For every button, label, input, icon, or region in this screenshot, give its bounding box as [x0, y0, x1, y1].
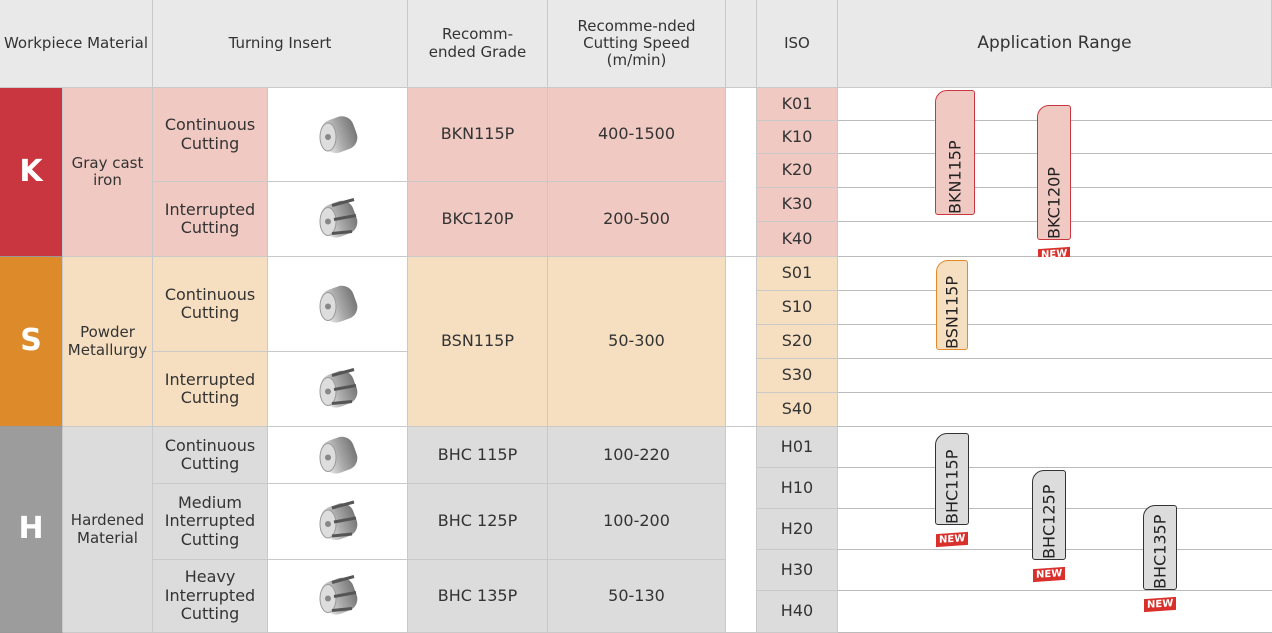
- cutting-speed: 100-200: [548, 484, 726, 560]
- insert-image: [319, 285, 358, 323]
- header-cell: ISO: [757, 0, 838, 88]
- insert-image: [319, 575, 358, 615]
- range-bar: BHC115P: [935, 433, 969, 525]
- iso-code: K10: [757, 121, 838, 154]
- iso-code: H40: [757, 591, 838, 633]
- header-cell: [726, 0, 757, 88]
- iso-code: S10: [757, 291, 838, 325]
- range-row: [838, 591, 1272, 633]
- blank-cell: [726, 257, 757, 427]
- cutting-speed: 50-130: [548, 560, 726, 633]
- iso-code: K01: [757, 88, 838, 121]
- cutting-speed: 400-1500: [548, 88, 726, 182]
- cutting-type: Continuous Cutting: [153, 257, 268, 352]
- range-bar: BKC120P: [1037, 105, 1071, 240]
- cutting-type: Continuous Cutting: [153, 88, 268, 182]
- range-row: [838, 325, 1272, 359]
- range-row: [838, 359, 1272, 393]
- header-cell: Recomme-nded Cutting Speed (m/min): [548, 0, 726, 88]
- blank-cell: [726, 427, 757, 633]
- iso-code: S30: [757, 359, 838, 393]
- grade: BSN115P: [408, 257, 548, 427]
- blank-cell: [726, 88, 757, 257]
- insert-image: [319, 198, 358, 238]
- range-row: [838, 393, 1272, 427]
- iso-code: K30: [757, 188, 838, 222]
- cutting-type: Interrupted Cutting: [153, 352, 268, 427]
- range-bar: BHC125P: [1032, 470, 1066, 560]
- cutting-speed: 50-300: [548, 257, 726, 427]
- grade: BHC 115P: [408, 427, 548, 484]
- insert-image: [319, 368, 358, 408]
- iso-code: H01: [757, 427, 838, 468]
- new-badge: NEW: [1033, 566, 1066, 583]
- new-badge: NEW: [936, 531, 969, 548]
- grade: BHC 135P: [408, 560, 548, 633]
- iso-code: S40: [757, 393, 838, 427]
- header-cell: Workpiece Material: [0, 0, 153, 88]
- insert-image: [319, 500, 358, 541]
- cutting-type: Heavy Interrupted Cutting: [153, 560, 268, 633]
- material: Gray cast iron: [63, 88, 153, 257]
- iso-code: K40: [757, 222, 838, 257]
- group-letter: K: [0, 88, 63, 257]
- iso-code: H20: [757, 509, 838, 550]
- iso-code: S20: [757, 325, 838, 359]
- cutting-type: Medium Interrupted Cutting: [153, 484, 268, 560]
- iso-code: H10: [757, 468, 838, 509]
- header-cell: Turning Insert: [153, 0, 408, 88]
- header-cell: Recomm-ended Grade: [408, 0, 548, 88]
- grade: BHC 125P: [408, 484, 548, 560]
- iso-code: H30: [757, 550, 838, 591]
- range-bar: BHC135P: [1143, 505, 1177, 590]
- range-row: [838, 291, 1272, 325]
- grade: BKN115P: [408, 88, 548, 182]
- cutting-type: Continuous Cutting: [153, 427, 268, 484]
- insert-image: [319, 436, 358, 474]
- header-cell: Application Range: [838, 0, 1272, 88]
- range-row: [838, 427, 1272, 468]
- range-bar: BSN115P: [936, 260, 968, 350]
- cutting-speed: 200-500: [548, 182, 726, 257]
- iso-code: K20: [757, 154, 838, 188]
- grade: BKC120P: [408, 182, 548, 257]
- range-bar: BKN115P: [935, 90, 975, 215]
- material: Powder Metallurgy: [63, 257, 153, 427]
- material: Hardened Material: [63, 427, 153, 633]
- new-badge: NEW: [1144, 596, 1177, 613]
- insert-image: [319, 116, 358, 154]
- cutting-type: Interrupted Cutting: [153, 182, 268, 257]
- range-row: [838, 257, 1272, 291]
- group-letter: H: [0, 427, 63, 633]
- iso-code: S01: [757, 257, 838, 291]
- group-letter: S: [0, 257, 63, 427]
- cutting-speed: 100-220: [548, 427, 726, 484]
